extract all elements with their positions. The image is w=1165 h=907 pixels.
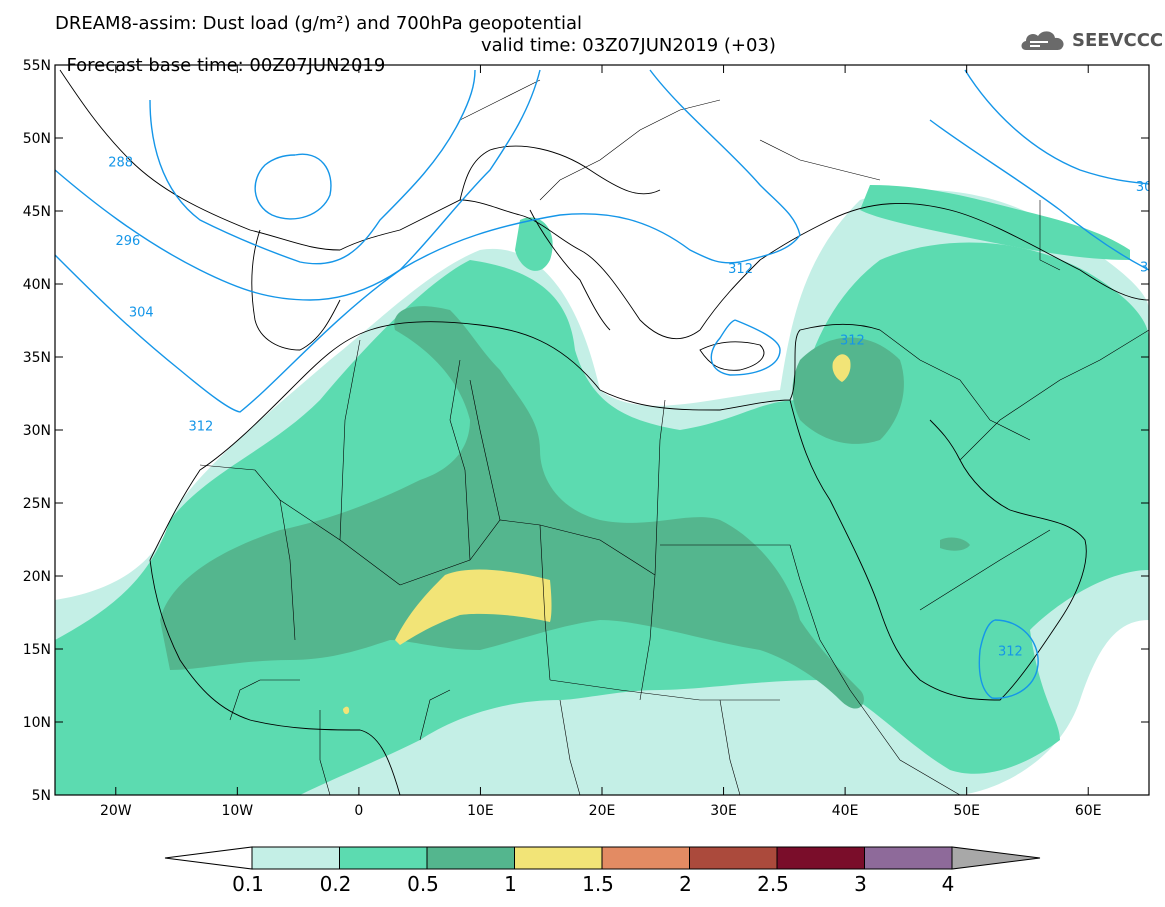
logo-text: SEEVCCC [1072,30,1164,51]
colorbar-tick-label: 2.5 [757,872,789,896]
geopotential-contours [55,69,1149,699]
contour-labels: 288 296 304 312 312 312 312 30 3 [108,155,1153,659]
coastlines [59,69,1149,795]
colorbar-under-arrow [164,846,253,870]
contour-label: 288 [108,155,133,170]
lat-tick-label: 20N [23,569,51,585]
colorbar-tick-label: 3 [854,872,867,896]
lon-tick-label: 20W [100,803,132,819]
contour-label: 312 [728,262,753,277]
colorbar-labels: 0.1 0.2 0.5 1 1.5 2 2.5 3 4 [232,872,954,896]
lon-tick-label: 60E [1075,803,1102,819]
lon-tick-label: 50E [953,803,980,819]
colorbar-tick-label: 0.5 [407,872,439,896]
valid-time: valid time: 03Z07JUN2019 (+03) [481,35,776,56]
colorbar-over-arrow [951,846,1041,870]
colorbar-segment [689,846,778,870]
colorbar-segment [776,846,865,870]
dust-level-1 [343,354,851,715]
cloud-icon [1021,31,1064,50]
lat-tick-label: 5N [32,788,51,804]
lon-tick-label: 40E [832,803,859,819]
colorbar-segments [164,846,1041,870]
dust-level-0.5 [160,306,970,709]
colorbar-tick-label: 0.1 [232,872,264,896]
contour-label: 312 [188,420,213,435]
contour-label: 304 [129,306,154,321]
lat-tick-label: 45N [23,204,51,220]
colorbar-segment [426,846,515,870]
chart-subtitle: Forecast base time: 00Z07JUN2019 valid t… [55,36,775,96]
lat-tick-label: 50N [23,131,51,147]
colorbar-segment [339,846,428,870]
contour-label: 3 [1140,260,1148,275]
colorbar-tick-label: 0.2 [320,872,352,896]
chart-title: DREAM8-assim: Dust load (g/m²) and 700hP… [55,13,582,34]
colorbar-segment [514,846,603,870]
colorbar-segment [251,846,340,870]
lat-tick-label: 15N [23,642,51,658]
colorbar-tick-label: 1 [504,872,517,896]
colorbar-tick-label: 4 [942,872,955,896]
contour-label: 312 [998,644,1023,659]
colorbar-segment [601,846,690,870]
lat-tick-label: 35N [23,350,51,366]
colorbar-tick-label: 1.5 [582,872,614,896]
lat-tick-label: 30N [23,423,51,439]
lon-tick-label: 30E [710,803,737,819]
contour-label: 30 [1136,180,1153,195]
lon-tick-label: 20E [589,803,616,819]
lat-tick-label: 40N [23,277,51,293]
forecast-base-time: Forecast base time: 00Z07JUN2019 [66,55,386,76]
colorbar-tick-label: 2 [679,872,692,896]
lon-tick-label: 10E [467,803,494,819]
latitude-axis: 55N 50N 45N 40N 35N 30N 25N 20N 15N 10N 5N [23,58,1149,804]
lat-tick-label: 10N [23,715,51,731]
contour-label: 312 [840,333,865,348]
lat-tick-label: 55N [23,58,51,74]
colorbar-segment [864,846,953,870]
contour-label: 296 [116,234,141,249]
lat-tick-label: 25N [23,496,51,512]
lon-tick-label: 0 [354,803,363,819]
lon-tick-label: 10W [221,803,253,819]
seevccc-logo: SEEVCCC [1018,26,1163,56]
country-borders [199,79,1149,795]
longitude-axis: 20W 10W 0 10E 20E 30E 40E 50E 60E [100,65,1102,819]
